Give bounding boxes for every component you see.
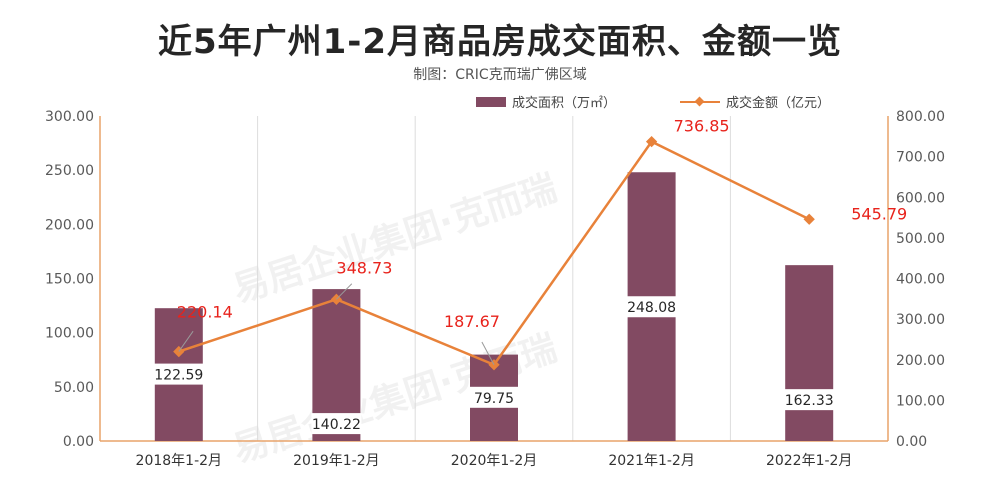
x-tick-label: 2018年1-2月 bbox=[136, 453, 223, 469]
y-left-tick-label: 300.00 bbox=[45, 109, 94, 125]
bar-value-label: 248.08 bbox=[627, 300, 676, 316]
line-marker bbox=[645, 135, 658, 148]
legend-item-amount: 成交金额（亿元） bbox=[680, 92, 830, 111]
y-left-tick-label: 100.00 bbox=[45, 326, 94, 342]
chart-subtitle: 制图：CRIC克而瑞广佛区域 bbox=[413, 67, 587, 83]
leader-line bbox=[336, 283, 353, 300]
leader-line bbox=[178, 330, 194, 352]
y-left-tick-label: 50.00 bbox=[54, 380, 94, 396]
y-left-tick-label: 250.00 bbox=[45, 163, 94, 179]
line-value-label: 220.14 bbox=[177, 303, 233, 322]
line-value-label: 545.79 bbox=[851, 204, 907, 223]
x-tick-label: 2020年1-2月 bbox=[451, 453, 538, 469]
line-value-label: 736.85 bbox=[674, 117, 730, 136]
bar-value-label: 79.75 bbox=[474, 391, 514, 407]
y-right-tick-label: 0.00 bbox=[896, 434, 927, 450]
x-tick-label: 2022年1-2月 bbox=[766, 453, 853, 469]
bar bbox=[785, 265, 834, 441]
y-left-tick-label: 0.00 bbox=[63, 434, 94, 450]
legend-label-area: 成交面积（万㎡） bbox=[512, 96, 617, 111]
y-left-tick-label: 150.00 bbox=[45, 272, 94, 288]
x-tick-label: 2019年1-2月 bbox=[293, 453, 380, 469]
line-marker bbox=[803, 213, 815, 225]
y-left-tick-label: 200.00 bbox=[45, 217, 94, 233]
bar-label-box bbox=[153, 363, 204, 385]
bar-label-box bbox=[784, 389, 835, 411]
bar-label-box bbox=[469, 386, 519, 408]
leader-line bbox=[481, 341, 495, 365]
legend-label-amount: 成交金额（亿元） bbox=[726, 96, 831, 111]
legend-bar-swatch bbox=[476, 96, 506, 107]
amount-line bbox=[178, 140, 810, 367]
y-right-tick-label: 100.00 bbox=[896, 393, 945, 409]
legend-item-area: 成交面积（万㎡） bbox=[476, 92, 616, 111]
bar-value-label: 140.22 bbox=[312, 417, 361, 433]
bar-value-label: 122.59 bbox=[154, 368, 203, 384]
legend-line-swatch bbox=[680, 96, 720, 107]
x-tick-label: 2021年1-2月 bbox=[608, 453, 695, 469]
y-right-tick-label: 700.00 bbox=[896, 150, 945, 166]
y-right-tick-label: 800.00 bbox=[896, 109, 945, 125]
bar-value-label: 162.33 bbox=[785, 393, 834, 409]
line-value-label: 187.67 bbox=[444, 312, 500, 331]
y-right-tick-label: 500.00 bbox=[896, 231, 945, 247]
y-right-tick-label: 600.00 bbox=[896, 190, 945, 206]
bar-label-box bbox=[626, 296, 677, 318]
y-right-tick-label: 400.00 bbox=[896, 272, 945, 288]
chart-title: 近5年广州1-2月商品房成交面积、金额一览 bbox=[157, 22, 843, 62]
y-right-tick-label: 300.00 bbox=[896, 312, 945, 328]
y-right-tick-label: 200.00 bbox=[896, 353, 945, 369]
bar-label-box bbox=[311, 413, 362, 435]
line-value-label: 348.73 bbox=[336, 258, 392, 277]
